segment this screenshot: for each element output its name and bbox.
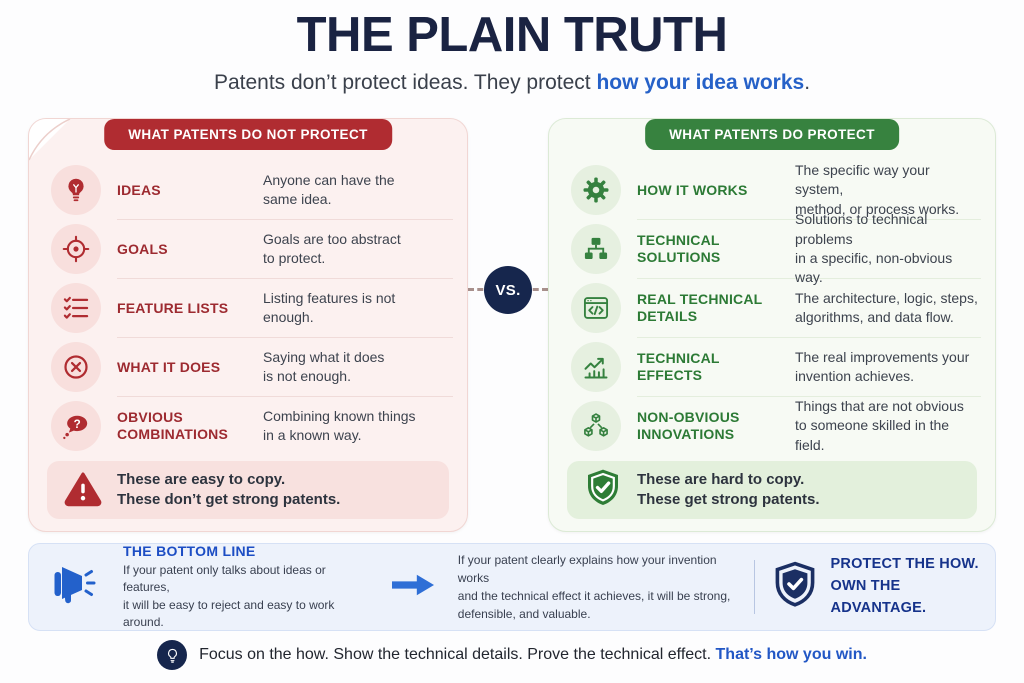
row-divider [117, 396, 453, 397]
item-label: REAL TECHNICAL DETAILS [637, 291, 763, 324]
item-label: FEATURE LISTS [117, 299, 229, 316]
not-protect-list: IDEAS Anyone can have the same idea. GOA… [51, 161, 453, 455]
bottom-line-left-text: If your patent only talks about ideas or… [123, 562, 335, 629]
list-item-technical-effects: TECHNICAL EFFECTS The real improvements … [571, 338, 981, 396]
list-item-how-it-works: HOW IT WORKS The specific way your syste… [571, 161, 981, 219]
item-label: WHAT IT DOES [117, 358, 221, 375]
item-desc: The specific way your system, method, or… [795, 162, 960, 217]
item-label: GOALS [117, 240, 168, 257]
list-item-what-it-does: WHAT IT DOES Saying what it does is not … [51, 338, 453, 396]
list-item-feature-lists: FEATURE LISTS Listing features is not en… [51, 279, 453, 337]
lightbulb-circle-icon [157, 640, 188, 670]
bottom-line-left-block: THE BOTTOM LINE If your patent only talk… [123, 543, 370, 632]
panel-protect: WHAT PATENTS DO PROTECT HOW IT WORKS T [548, 118, 996, 532]
protect-list: HOW IT WORKS The specific way your syste… [571, 161, 981, 455]
subtitle-text: Patents don’t protect ideas. They protec… [213, 71, 597, 94]
row-divider [637, 219, 981, 220]
item-desc: Solutions to technical problems in a spe… [795, 211, 953, 286]
list-item-technical-solutions: TECHNICAL SOLUTIONS Solutions to technic… [571, 211, 981, 285]
item-label: TECHNICAL SOLUTIONS [637, 232, 721, 265]
flowchart-icon [571, 224, 621, 274]
list-item-real-technical-details: REAL TECHNICAL DETAILS The architecture,… [571, 279, 981, 337]
shield-check-navy-icon [771, 560, 819, 615]
vertical-divider [753, 560, 755, 614]
lightbulb-icon [51, 165, 101, 215]
panel-badge-not-protect: WHAT PATENTS DO NOT PROTECT [104, 119, 392, 150]
row-divider [117, 278, 453, 279]
page-title: THE PLAIN TRUTH [296, 8, 728, 62]
row-divider [637, 278, 981, 279]
item-label: HOW IT WORKS [637, 181, 748, 198]
page-curl [29, 119, 71, 161]
shield-check-icon [583, 467, 623, 514]
item-desc: Listing features is not enough. [263, 289, 396, 325]
target-icon [51, 224, 101, 274]
row-divider [637, 337, 981, 338]
code-window-icon [571, 283, 621, 333]
success-callout: These are hard to copy. These get strong… [567, 461, 977, 519]
subtitle-period: . [804, 71, 811, 94]
item-desc: Goals are too abstract to protect. [263, 230, 401, 266]
item-desc: Saying what it does is not enough. [263, 348, 385, 384]
row-divider [637, 396, 981, 397]
list-item-non-obvious-innovations: NON-OBVIOUS INNOVATIONS Things that are … [571, 397, 981, 455]
list-item-goals: GOALS Goals are too abstract to protect. [51, 220, 453, 278]
vs-badge: VS. [484, 266, 532, 314]
svg-text:?: ? [74, 418, 81, 431]
footer-text-highlight: That’s how you win. [715, 646, 867, 663]
subtitle: Patents don’t protect ideas. They protec… [0, 71, 1024, 95]
linked-cubes-icon [571, 401, 621, 451]
x-circle-icon [51, 342, 101, 392]
panel-badge-protect: WHAT PATENTS DO PROTECT [645, 119, 899, 150]
item-desc: The real improvements your invention ach… [795, 348, 970, 384]
item-desc: Anyone can have the same idea. [263, 171, 395, 207]
row-divider [117, 337, 453, 338]
bottom-line-bar: THE BOTTOM LINE If your patent only talk… [28, 543, 996, 631]
arrow-right-icon [391, 573, 434, 602]
list-item-ideas: IDEAS Anyone can have the same idea. [51, 161, 453, 219]
warning-triangle-icon [63, 469, 103, 512]
footer-text: Focus on the how. Show the technical det… [199, 646, 867, 664]
panel-not-protect: WHAT PATENTS DO NOT PROTECT IDEAS Anyone… [28, 118, 468, 532]
checklist-icon [51, 283, 101, 333]
footer-note: Focus on the how. Show the technical det… [0, 640, 1024, 670]
success-callout-text: These are hard to copy. These get strong… [637, 470, 820, 508]
item-label: IDEAS [117, 181, 161, 198]
bottom-line-heading: THE BOTTOM LINE [123, 542, 256, 559]
item-label: TECHNICAL EFFECTS [637, 350, 720, 383]
warning-callout-text: These are easy to copy. These don’t get … [117, 470, 341, 508]
warning-callout: These are easy to copy. These don’t get … [47, 461, 449, 519]
growth-chart-icon [571, 342, 621, 392]
footer-text-prefix: Focus on the how. Show the technical det… [199, 646, 716, 663]
list-item-obvious-combinations: ? OBVIOUS COMBINATIONS Combining known t… [51, 397, 453, 455]
item-desc: Combining known things in a known way. [263, 407, 416, 443]
row-divider [117, 219, 453, 220]
megaphone-icon [53, 565, 99, 610]
subtitle-highlight: how your idea works [596, 71, 805, 94]
item-label: OBVIOUS COMBINATIONS [117, 409, 229, 442]
question-bubble-icon: ? [51, 401, 101, 451]
bottom-line-right-text: PROTECT THE HOW. OWN THE ADVANTAGE. [830, 556, 979, 616]
item-desc: Things that are not obvious to someone s… [795, 398, 964, 453]
gear-icon [571, 165, 621, 215]
item-desc: The architecture, logic, steps, algorith… [795, 289, 978, 325]
item-label: NON-OBVIOUS INNOVATIONS [637, 409, 740, 442]
bottom-line-middle-text: If your patent clearly explains how your… [457, 553, 731, 621]
